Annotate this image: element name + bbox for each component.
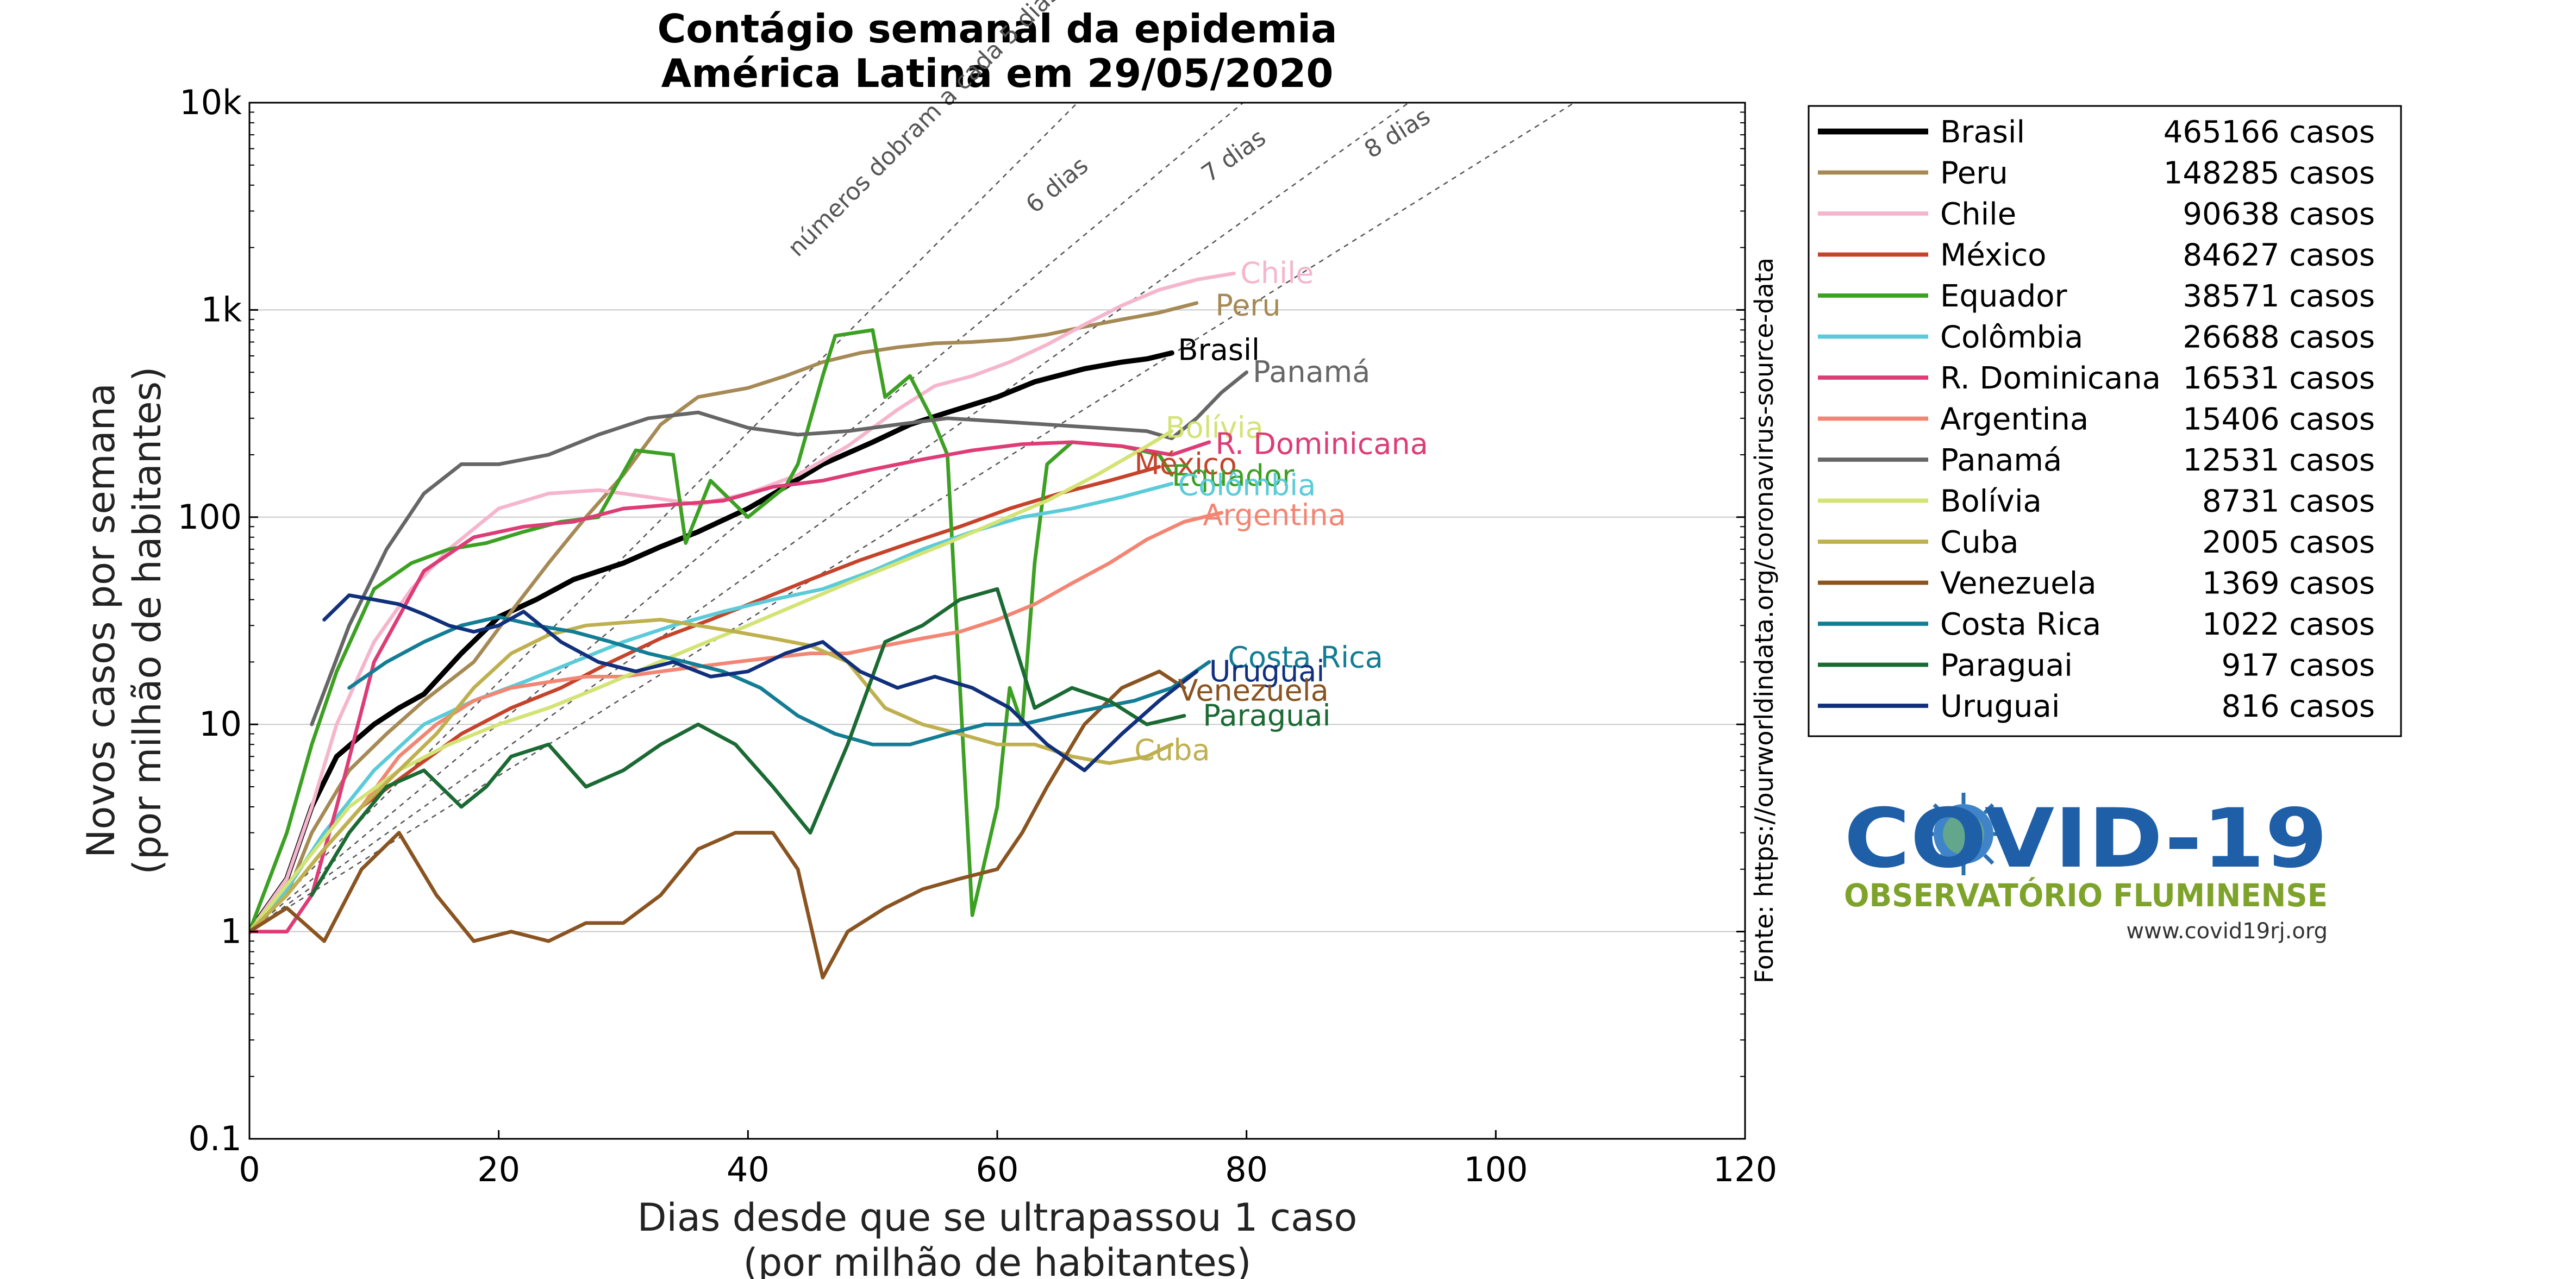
legend-entry-cases: 15406 casos bbox=[2183, 402, 2375, 437]
covid19-logo: COVID-19 OBSERVATÓRIO FLUMINENSE www.cov… bbox=[1844, 792, 2328, 944]
series-line-Venezuela bbox=[249, 669, 1186, 980]
logo-title: COVID-19 bbox=[1844, 792, 2328, 886]
legend-entry-cases: 8731 casos bbox=[2202, 484, 2375, 519]
x-tick-label: 120 bbox=[1713, 1150, 1777, 1189]
doubling-guide-line bbox=[249, 103, 1575, 932]
legend-entry-cases: 84627 casos bbox=[2183, 238, 2375, 273]
legend-entry-cases: 465166 casos bbox=[2164, 115, 2375, 150]
y-tick-label: 100 bbox=[178, 497, 242, 537]
legend-entry-cases: 26688 casos bbox=[2183, 320, 2375, 355]
legend: Brasil 465166 casos Peru 148285 casos Chile 9… bbox=[1818, 115, 2375, 724]
doubling-guide-label: 7 dias bbox=[1197, 124, 1271, 188]
x-tick-label: 20 bbox=[477, 1150, 520, 1189]
chart-title-line-2: América Latina em 29/05/2020 bbox=[661, 51, 1334, 96]
legend-entry-name: Chile bbox=[1940, 197, 2016, 232]
y-tick-label: 0.1 bbox=[188, 1119, 242, 1158]
legend-entry-name: Paraguai bbox=[1940, 648, 2073, 684]
series-end-label: Panamá bbox=[1253, 355, 1370, 389]
legend-entry-name: Colômbia bbox=[1940, 320, 2083, 355]
legend-entry-name: México bbox=[1940, 238, 2047, 273]
series-line-Colômbia bbox=[249, 481, 1174, 933]
legend-entry-cases: 12531 casos bbox=[2183, 443, 2375, 478]
series-end-label: R. Dominicana bbox=[1215, 427, 1428, 461]
series-end-label: Paraguai bbox=[1203, 698, 1330, 732]
source-note: Fonte: https://ourworldindata.org/corona… bbox=[1749, 258, 1779, 983]
legend-entry-cases: 16531 casos bbox=[2183, 361, 2375, 396]
x-tick-label: 0 bbox=[239, 1150, 260, 1189]
doubling-guide-label: 6 dias bbox=[1021, 152, 1093, 219]
legend-entry-name: Peru bbox=[1940, 156, 2008, 191]
series-end-label: Cuba bbox=[1134, 733, 1210, 767]
y-tick-label: 1k bbox=[201, 290, 242, 329]
series-end-label: Peru bbox=[1215, 288, 1280, 322]
logo-subtitle: OBSERVATÓRIO FLUMINENSE bbox=[1844, 876, 2328, 914]
series-line-Uruguai bbox=[322, 593, 1199, 773]
legend-entry-name: Uruguai bbox=[1940, 689, 2060, 724]
legend-entry-cases: 90638 casos bbox=[2183, 197, 2375, 232]
legend-entry-name: Argentina bbox=[1940, 402, 2089, 437]
doubling-guide-line bbox=[249, 103, 1409, 932]
x-tick-label: 100 bbox=[1464, 1150, 1528, 1189]
x-tick-label: 60 bbox=[976, 1150, 1019, 1189]
legend-entry-name: Panamá bbox=[1940, 443, 2062, 478]
legend-entry-cases: 2005 casos bbox=[2202, 525, 2375, 560]
series-end-label: Uruguai bbox=[1209, 654, 1325, 688]
legend-entry-name: Cuba bbox=[1940, 525, 2018, 560]
legend-entry-cases: 1022 casos bbox=[2202, 607, 2375, 642]
series-end-label: Brasil bbox=[1178, 333, 1260, 367]
legend-entry-name: R. Dominicana bbox=[1940, 361, 2161, 396]
series-end-label: Argentina bbox=[1203, 498, 1346, 532]
series-end-label: Equador bbox=[1172, 459, 1295, 493]
virus-icon bbox=[1922, 793, 2005, 875]
series-lines bbox=[249, 271, 1249, 980]
series-line-Peru bbox=[249, 301, 1199, 933]
x-axis-label-line-2: (por milhão de habitantes) bbox=[743, 1240, 1252, 1279]
y-tick-label: 10k bbox=[179, 83, 242, 122]
y-tick-label: 10 bbox=[199, 704, 242, 744]
legend-entry-name: Brasil bbox=[1940, 115, 2025, 150]
legend-entry-cases: 1369 casos bbox=[2202, 566, 2375, 601]
series-line-Panamá bbox=[310, 370, 1249, 726]
series-line-Brasil bbox=[249, 350, 1174, 935]
series-end-label: Bolívia bbox=[1166, 410, 1264, 444]
legend-entry-name: Venezuela bbox=[1940, 566, 2097, 601]
series-line-Equador bbox=[249, 328, 1174, 933]
legend-entry-cases: 148285 casos bbox=[2164, 156, 2375, 191]
chart-title-line-1: Contágio semanal da epidemia bbox=[657, 6, 1337, 52]
legend-entry-name: Bolívia bbox=[1940, 484, 2042, 519]
series-end-label: Venezuela bbox=[1178, 674, 1329, 708]
series-line-Bolívia bbox=[249, 429, 1174, 933]
y-tick-label: 1 bbox=[221, 912, 242, 951]
y-axis-label-line-1: Novos casos por semana bbox=[79, 383, 123, 858]
series-end-label: México bbox=[1134, 447, 1237, 481]
legend-box bbox=[1808, 105, 2402, 737]
series-end-label: Costa Rica bbox=[1228, 640, 1383, 674]
legend-entry-cases: 917 casos bbox=[2222, 648, 2375, 684]
legend-entry-cases: 816 casos bbox=[2222, 689, 2375, 724]
series-end-label: Colômbia bbox=[1178, 468, 1316, 503]
series-line-R. Dominicana bbox=[249, 440, 1211, 933]
legend-entry-cases: 38571 casos bbox=[2183, 279, 2375, 314]
x-tick-label: 80 bbox=[1225, 1150, 1268, 1189]
series-line-Paraguai bbox=[310, 587, 1186, 897]
series-line-Costa Rica bbox=[347, 615, 1211, 747]
x-axis-label-line-1: Dias desde que se ultrapassou 1 caso bbox=[637, 1195, 1358, 1240]
y-axis-label-line-2: (por milhão de habitantes) bbox=[125, 367, 170, 875]
series-end-label: Chile bbox=[1240, 256, 1314, 290]
gridlines bbox=[249, 309, 1745, 932]
axis-ticks: 0.1 1 10 100 1k 10k 0 20 40 60 80 100 120 bbox=[178, 83, 1778, 1189]
series-line-Cuba bbox=[249, 618, 1174, 933]
logo-url: www.covid19rj.org bbox=[2126, 919, 2328, 944]
legend-entry-name: Costa Rica bbox=[1940, 607, 2101, 642]
x-tick-label: 40 bbox=[727, 1150, 770, 1189]
legend-entry-name: Equador bbox=[1940, 279, 2068, 314]
series-line-Argentina bbox=[249, 511, 1224, 933]
